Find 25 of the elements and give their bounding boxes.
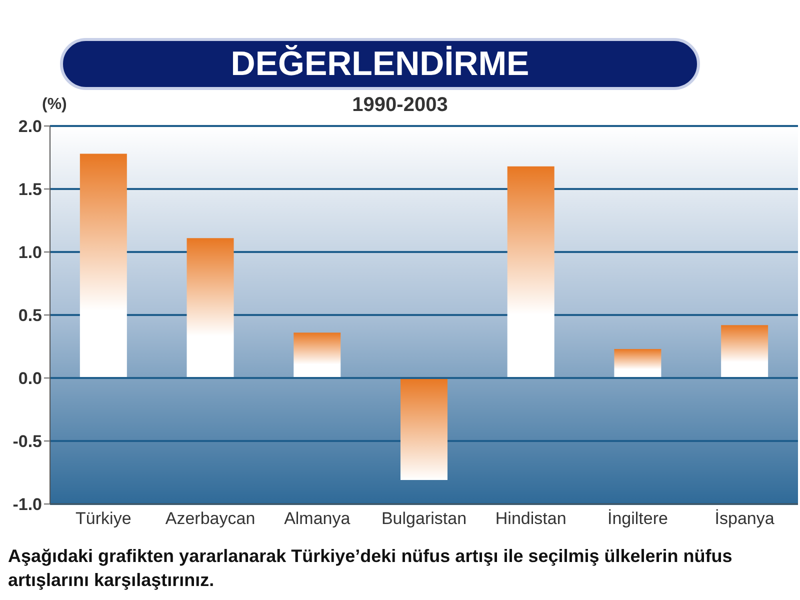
x-tick-label: Türkiye xyxy=(76,509,132,528)
y-axis-title: (%) xyxy=(42,96,67,114)
bar xyxy=(294,332,341,378)
x-tick-label: Azerbaycan xyxy=(165,509,256,528)
y-tick-label: 2.0 xyxy=(18,117,42,136)
y-tick-label: 1.5 xyxy=(18,180,42,200)
y-tick-label: 1.0 xyxy=(18,243,42,262)
x-tick-label: Bulgaristan xyxy=(381,509,467,528)
y-tick-label: -1.0 xyxy=(12,495,42,514)
x-tick-label: İngiltere xyxy=(607,509,668,528)
bar xyxy=(721,325,768,378)
y-tick-label: -0.5 xyxy=(12,432,42,452)
bar xyxy=(80,154,127,378)
y-tick-label: 0.0 xyxy=(18,369,42,388)
x-tick-label: Hindistan xyxy=(495,509,566,528)
bar xyxy=(507,166,554,378)
chart-subtitle: 1990-2003 xyxy=(352,94,448,116)
bar xyxy=(186,238,234,378)
x-tick-label: Almanya xyxy=(284,509,351,528)
chart-title: DEĞERLENDİRME xyxy=(60,38,700,90)
y-tick-label: 0.5 xyxy=(18,306,42,326)
text: Aşağıdaki grafikten yararlanarak Türkiye’deki nüfus artışı ile seçilmiş ülkelerin nüfus artışlarını karşılaştırınız. xyxy=(8,545,734,592)
x-tick-label: İspanya xyxy=(714,509,775,528)
bar xyxy=(614,349,662,378)
bar xyxy=(400,378,448,480)
